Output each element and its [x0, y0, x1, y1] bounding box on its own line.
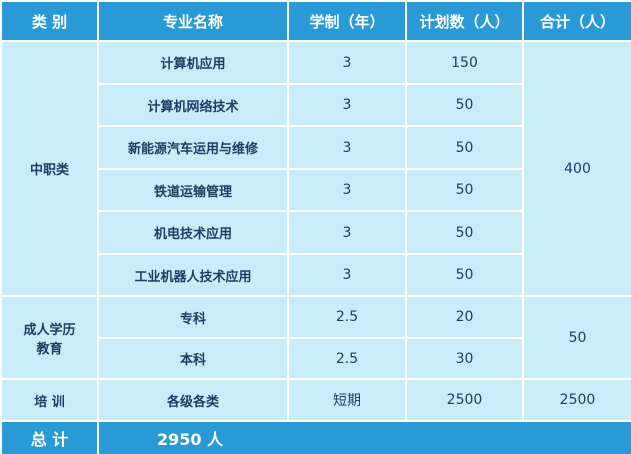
duration: 3	[287, 168, 407, 212]
duration: 3	[287, 253, 407, 297]
planned-count: 20	[405, 295, 524, 339]
header-cell: 专业名称	[97, 0, 289, 42]
major-name: 机电技术应用	[97, 210, 289, 255]
major-name: 计算机网络技术	[97, 83, 289, 127]
table-row: 成人学历教育 专科 2.5 20 50	[0, 295, 631, 380]
duration: 3	[287, 83, 407, 127]
major-name: 计算机应用	[97, 40, 289, 85]
planned-count: 50	[405, 168, 524, 212]
planned-count: 50	[405, 253, 524, 297]
footer-row: 总 计 2950 人	[0, 420, 631, 454]
planned-count: 2500	[405, 378, 524, 422]
planned-count: 30	[405, 337, 524, 380]
duration: 2.5	[287, 337, 407, 380]
duration: 短期	[287, 378, 407, 422]
table-row: 机电技术应用 3 50	[1, 210, 631, 255]
header-row: 类 别专业名称 学制（年） 计划数（人） 合计（人）	[0, 0, 631, 42]
table-row: 铁道运输管理 3 50	[1, 168, 631, 212]
header-cell: 类 别	[0, 0, 99, 42]
category-cell: 成人学历教育	[0, 295, 99, 380]
header-cell: 合计（人）	[522, 0, 631, 42]
planned-count: 50	[405, 125, 524, 170]
table-row: 工业机器人技术应用 3 50	[1, 253, 631, 297]
category-label: 成人学历教育	[23, 322, 76, 357]
planned-count: 50	[405, 83, 524, 127]
major-name: 铁道运输管理	[97, 168, 289, 212]
table-row: 新能源汽车运用与维修 3 50	[1, 125, 631, 170]
major-name: 新能源汽车运用与维修	[97, 125, 289, 170]
planned-count: 150	[405, 40, 524, 85]
duration: 3	[287, 125, 407, 170]
footer-label: 总 计	[0, 420, 99, 454]
total-cell: 2500	[522, 378, 631, 422]
header-cell: 计划数（人）	[405, 0, 524, 42]
duration: 3	[287, 210, 407, 255]
duration: 2.5	[287, 295, 407, 339]
planned-count: 50	[405, 210, 524, 255]
category-cell: 中职类	[0, 40, 99, 297]
category-label: 中职类	[29, 163, 69, 178]
total-cell: 400	[522, 40, 631, 297]
major-name: 各级各类	[97, 378, 289, 422]
header-cell: 学制（年）	[287, 0, 407, 42]
duration: 3	[287, 40, 407, 85]
category-cell: 培 训	[0, 378, 99, 422]
table-row: 计算机网络技术 3 50	[1, 83, 631, 127]
table-row: 中职类 计算机应用 3 150 400	[0, 40, 631, 297]
major-name: 本科	[97, 337, 289, 380]
footer-value: 2950 人	[97, 420, 631, 454]
table-row: 培 训各级各类 短期 2500 2500	[0, 378, 631, 422]
table-row: 本科 2.5 30	[1, 337, 631, 380]
major-name: 工业机器人技术应用	[97, 253, 289, 297]
total-cell: 50	[522, 295, 631, 380]
category-label: 培 训	[34, 394, 65, 410]
major-name: 专科	[97, 295, 289, 339]
